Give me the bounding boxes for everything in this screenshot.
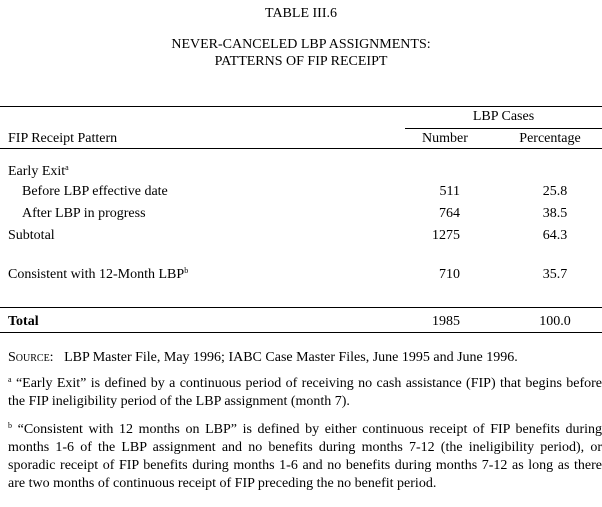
table-title-line1: NEVER-CANCELED LBP ASSIGNMENTS: bbox=[171, 37, 431, 52]
number-cell: 764 bbox=[439, 206, 460, 221]
table-title-line2: PATTERNS OF FIP RECEIPT bbox=[214, 54, 388, 69]
total-top-rule bbox=[0, 307, 602, 308]
bottom-rule bbox=[0, 332, 602, 333]
row-label: Subtotal bbox=[8, 228, 55, 243]
number-cell: 511 bbox=[439, 184, 460, 199]
total-number: 1985 bbox=[432, 314, 460, 329]
percentage-cell: 38.5 bbox=[542, 206, 568, 221]
total-percentage: 100.0 bbox=[539, 314, 571, 329]
percentage-cell: 64.3 bbox=[542, 228, 568, 243]
number-cell: 1275 bbox=[432, 228, 460, 243]
row-label-header: FIP Receipt Pattern bbox=[8, 131, 118, 146]
column-group-header: LBP Cases bbox=[472, 109, 535, 124]
row-label: Early Exita bbox=[8, 163, 69, 180]
footnote-b: b “Consistent with 12 months on LBP” is … bbox=[8, 421, 602, 492]
percentage-cell: 35.7 bbox=[542, 267, 568, 282]
number-cell: 710 bbox=[439, 267, 460, 282]
total-label: Total bbox=[8, 314, 39, 329]
row-label: Before LBP effective date bbox=[22, 184, 168, 199]
table-label: TABLE III.6 bbox=[265, 6, 337, 21]
row-label: After LBP in progress bbox=[22, 206, 146, 221]
source-note: Source: LBP Master File, May 1996; IABC … bbox=[8, 350, 518, 365]
group-rule bbox=[405, 128, 602, 129]
percentage-cell: 25.8 bbox=[542, 184, 568, 199]
number-header: Number bbox=[422, 131, 468, 146]
percentage-header: Percentage bbox=[519, 131, 581, 146]
footnote-a: a “Early Exit” is defined by a continuou… bbox=[8, 375, 602, 410]
header-rule bbox=[0, 148, 602, 149]
row-label: Consistent with 12-Month LBPb bbox=[8, 266, 189, 283]
top-rule bbox=[0, 106, 602, 107]
